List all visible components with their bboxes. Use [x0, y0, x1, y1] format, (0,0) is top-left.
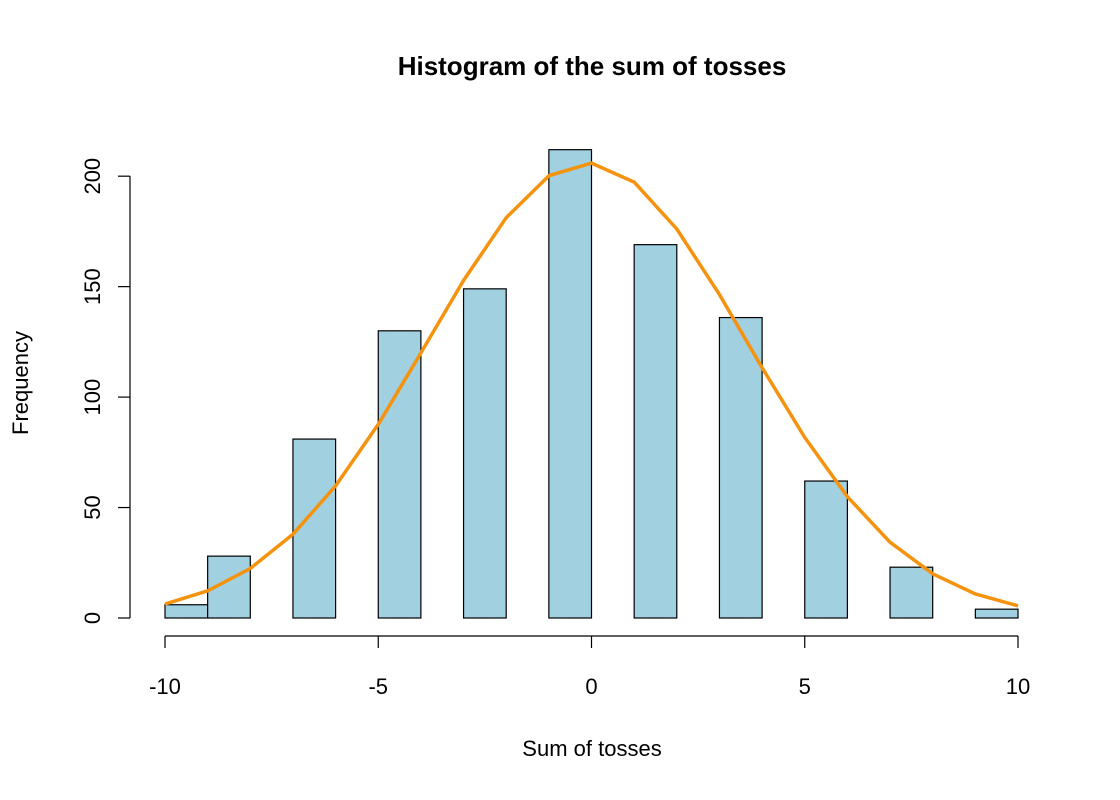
y-tick-label: 200 — [80, 158, 105, 195]
bar — [718, 316, 763, 619]
y-tick-label: 150 — [80, 268, 105, 305]
bar — [377, 330, 422, 619]
bar — [889, 566, 934, 619]
y-axis-label: Frequency — [8, 331, 33, 435]
chart-title: Histogram of the sum of tosses — [398, 51, 787, 81]
y-tick-label: 0 — [80, 612, 105, 624]
bar — [633, 244, 678, 619]
x-axis-label: Sum of tosses — [522, 736, 661, 761]
x-tick-label: -10 — [149, 674, 181, 699]
bar — [974, 608, 1019, 619]
bar — [548, 149, 593, 619]
density-curve — [164, 161, 1019, 608]
y-tick-label: 100 — [80, 379, 105, 416]
y-tick-label: 50 — [80, 495, 105, 519]
x-tick-label: 10 — [1006, 674, 1030, 699]
bar — [804, 480, 849, 619]
x-tick-label: 0 — [585, 674, 597, 699]
bar — [462, 288, 507, 619]
x-tick-label: 5 — [799, 674, 811, 699]
bar — [164, 604, 209, 619]
x-tick-label: -5 — [368, 674, 388, 699]
